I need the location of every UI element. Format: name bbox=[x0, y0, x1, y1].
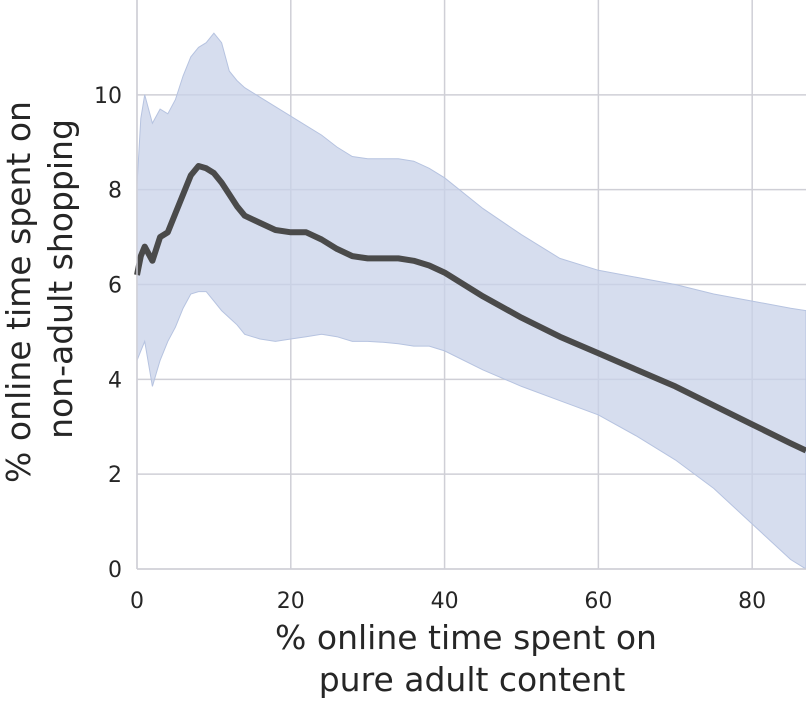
y-axis-label-line-1: % online time spent on bbox=[0, 101, 38, 483]
y-tick-label-0: 0 bbox=[108, 558, 122, 583]
x-axis-label: % online time spent on pure adult conten… bbox=[275, 618, 657, 699]
confidence-band-layer bbox=[136, 32, 806, 570]
y-tick-label-4: 8 bbox=[108, 179, 122, 204]
y-tick-label-2: 4 bbox=[108, 368, 122, 393]
x-axis-label-line-1: % online time spent on bbox=[275, 618, 657, 657]
x-tick-label-2: 40 bbox=[431, 589, 459, 614]
y-tick-label-3: 6 bbox=[108, 274, 122, 299]
y-axis-label: % online time spent on non-adult shoppin… bbox=[0, 101, 80, 483]
series-line-0 bbox=[134, 163, 806, 454]
x-axis-label-line-2: pure adult content bbox=[319, 660, 626, 699]
series-line-layer bbox=[134, 163, 806, 454]
tick-label-layer: 0 20 40 60 80 0 2 4 6 8 10 bbox=[94, 84, 766, 614]
x-tick-label-0: 0 bbox=[130, 589, 144, 614]
y-axis-label-line-2: non-adult shopping bbox=[41, 119, 80, 439]
y-tick-label-5: 10 bbox=[94, 84, 122, 109]
x-tick-label-1: 20 bbox=[277, 589, 305, 614]
x-tick-label-4: 80 bbox=[738, 589, 766, 614]
confidence-band bbox=[136, 32, 806, 570]
x-tick-label-3: 60 bbox=[584, 589, 612, 614]
axis-layer bbox=[136, 0, 806, 570]
y-tick-label-1: 2 bbox=[108, 463, 122, 488]
